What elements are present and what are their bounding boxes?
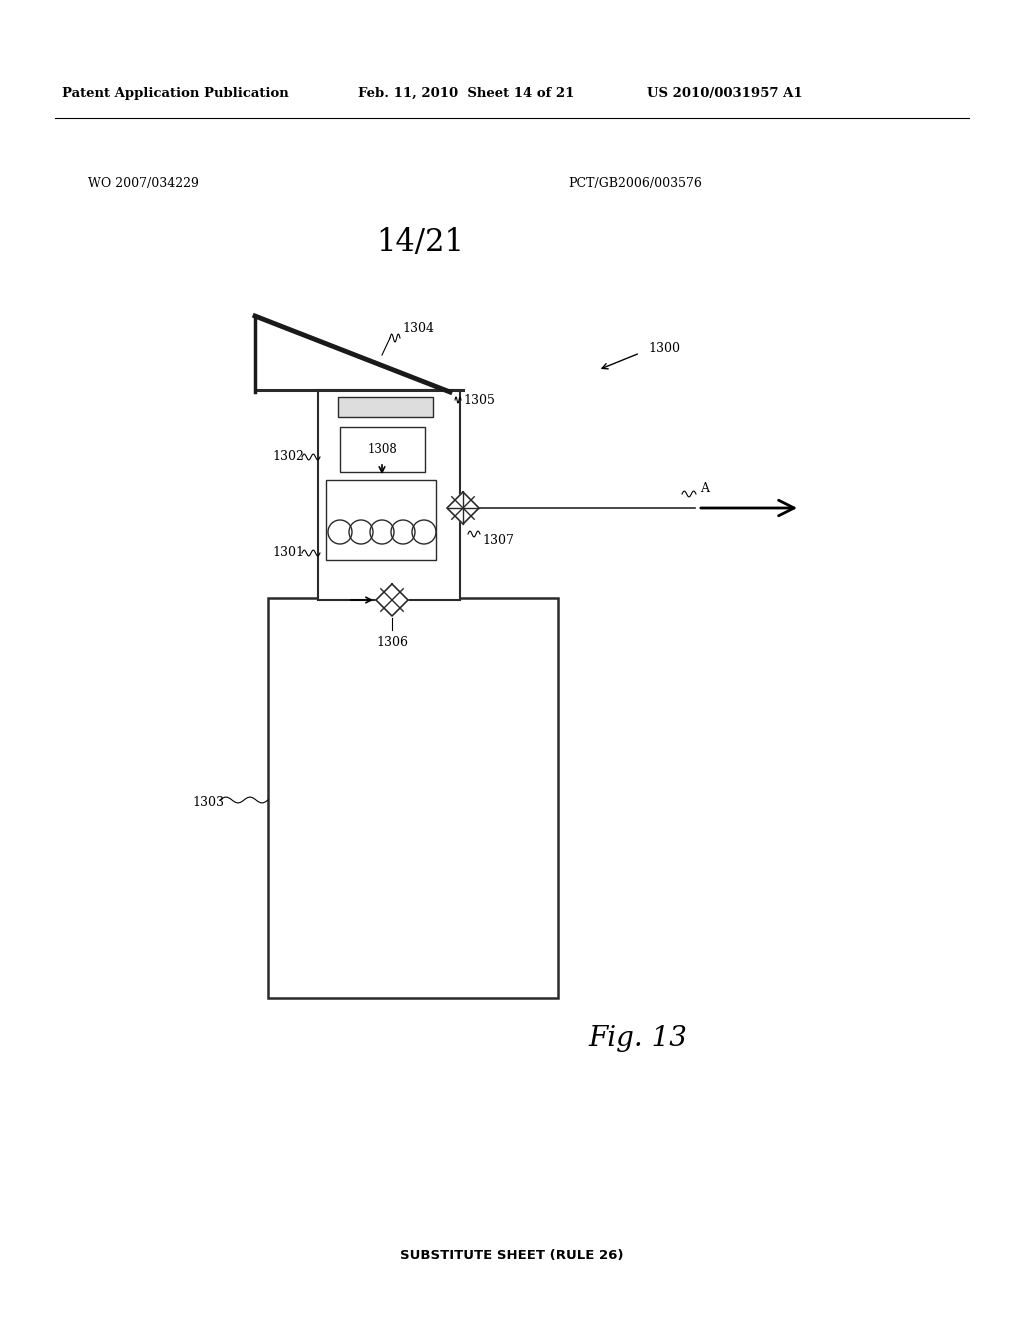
Bar xyxy=(268,598,558,998)
Polygon shape xyxy=(376,583,408,616)
Text: 1303: 1303 xyxy=(193,796,224,809)
Text: 1302: 1302 xyxy=(272,450,304,463)
Text: SUBSTITUTE SHEET (RULE 26): SUBSTITUTE SHEET (RULE 26) xyxy=(400,1249,624,1262)
Bar xyxy=(318,389,460,601)
Text: Fig. 13: Fig. 13 xyxy=(588,1024,687,1052)
Text: 1305: 1305 xyxy=(463,393,495,407)
Text: 1307: 1307 xyxy=(482,533,514,546)
Text: Feb. 11, 2010  Sheet 14 of 21: Feb. 11, 2010 Sheet 14 of 21 xyxy=(358,87,574,99)
Text: PCT/GB2006/003576: PCT/GB2006/003576 xyxy=(568,177,701,190)
Text: 1300: 1300 xyxy=(648,342,680,355)
Text: 1304: 1304 xyxy=(402,322,434,334)
Text: US 2010/0031957 A1: US 2010/0031957 A1 xyxy=(647,87,803,99)
Text: 1306: 1306 xyxy=(376,636,408,649)
Text: Patent Application Publication: Patent Application Publication xyxy=(62,87,289,99)
Bar xyxy=(338,397,433,417)
Text: WO 2007/034229: WO 2007/034229 xyxy=(88,177,199,190)
Text: 14/21: 14/21 xyxy=(376,227,464,257)
Text: A: A xyxy=(700,482,709,495)
Bar xyxy=(326,480,436,560)
Bar xyxy=(340,426,425,473)
Text: 1301: 1301 xyxy=(272,546,304,560)
Text: 1308: 1308 xyxy=(368,444,397,455)
Polygon shape xyxy=(447,492,479,524)
